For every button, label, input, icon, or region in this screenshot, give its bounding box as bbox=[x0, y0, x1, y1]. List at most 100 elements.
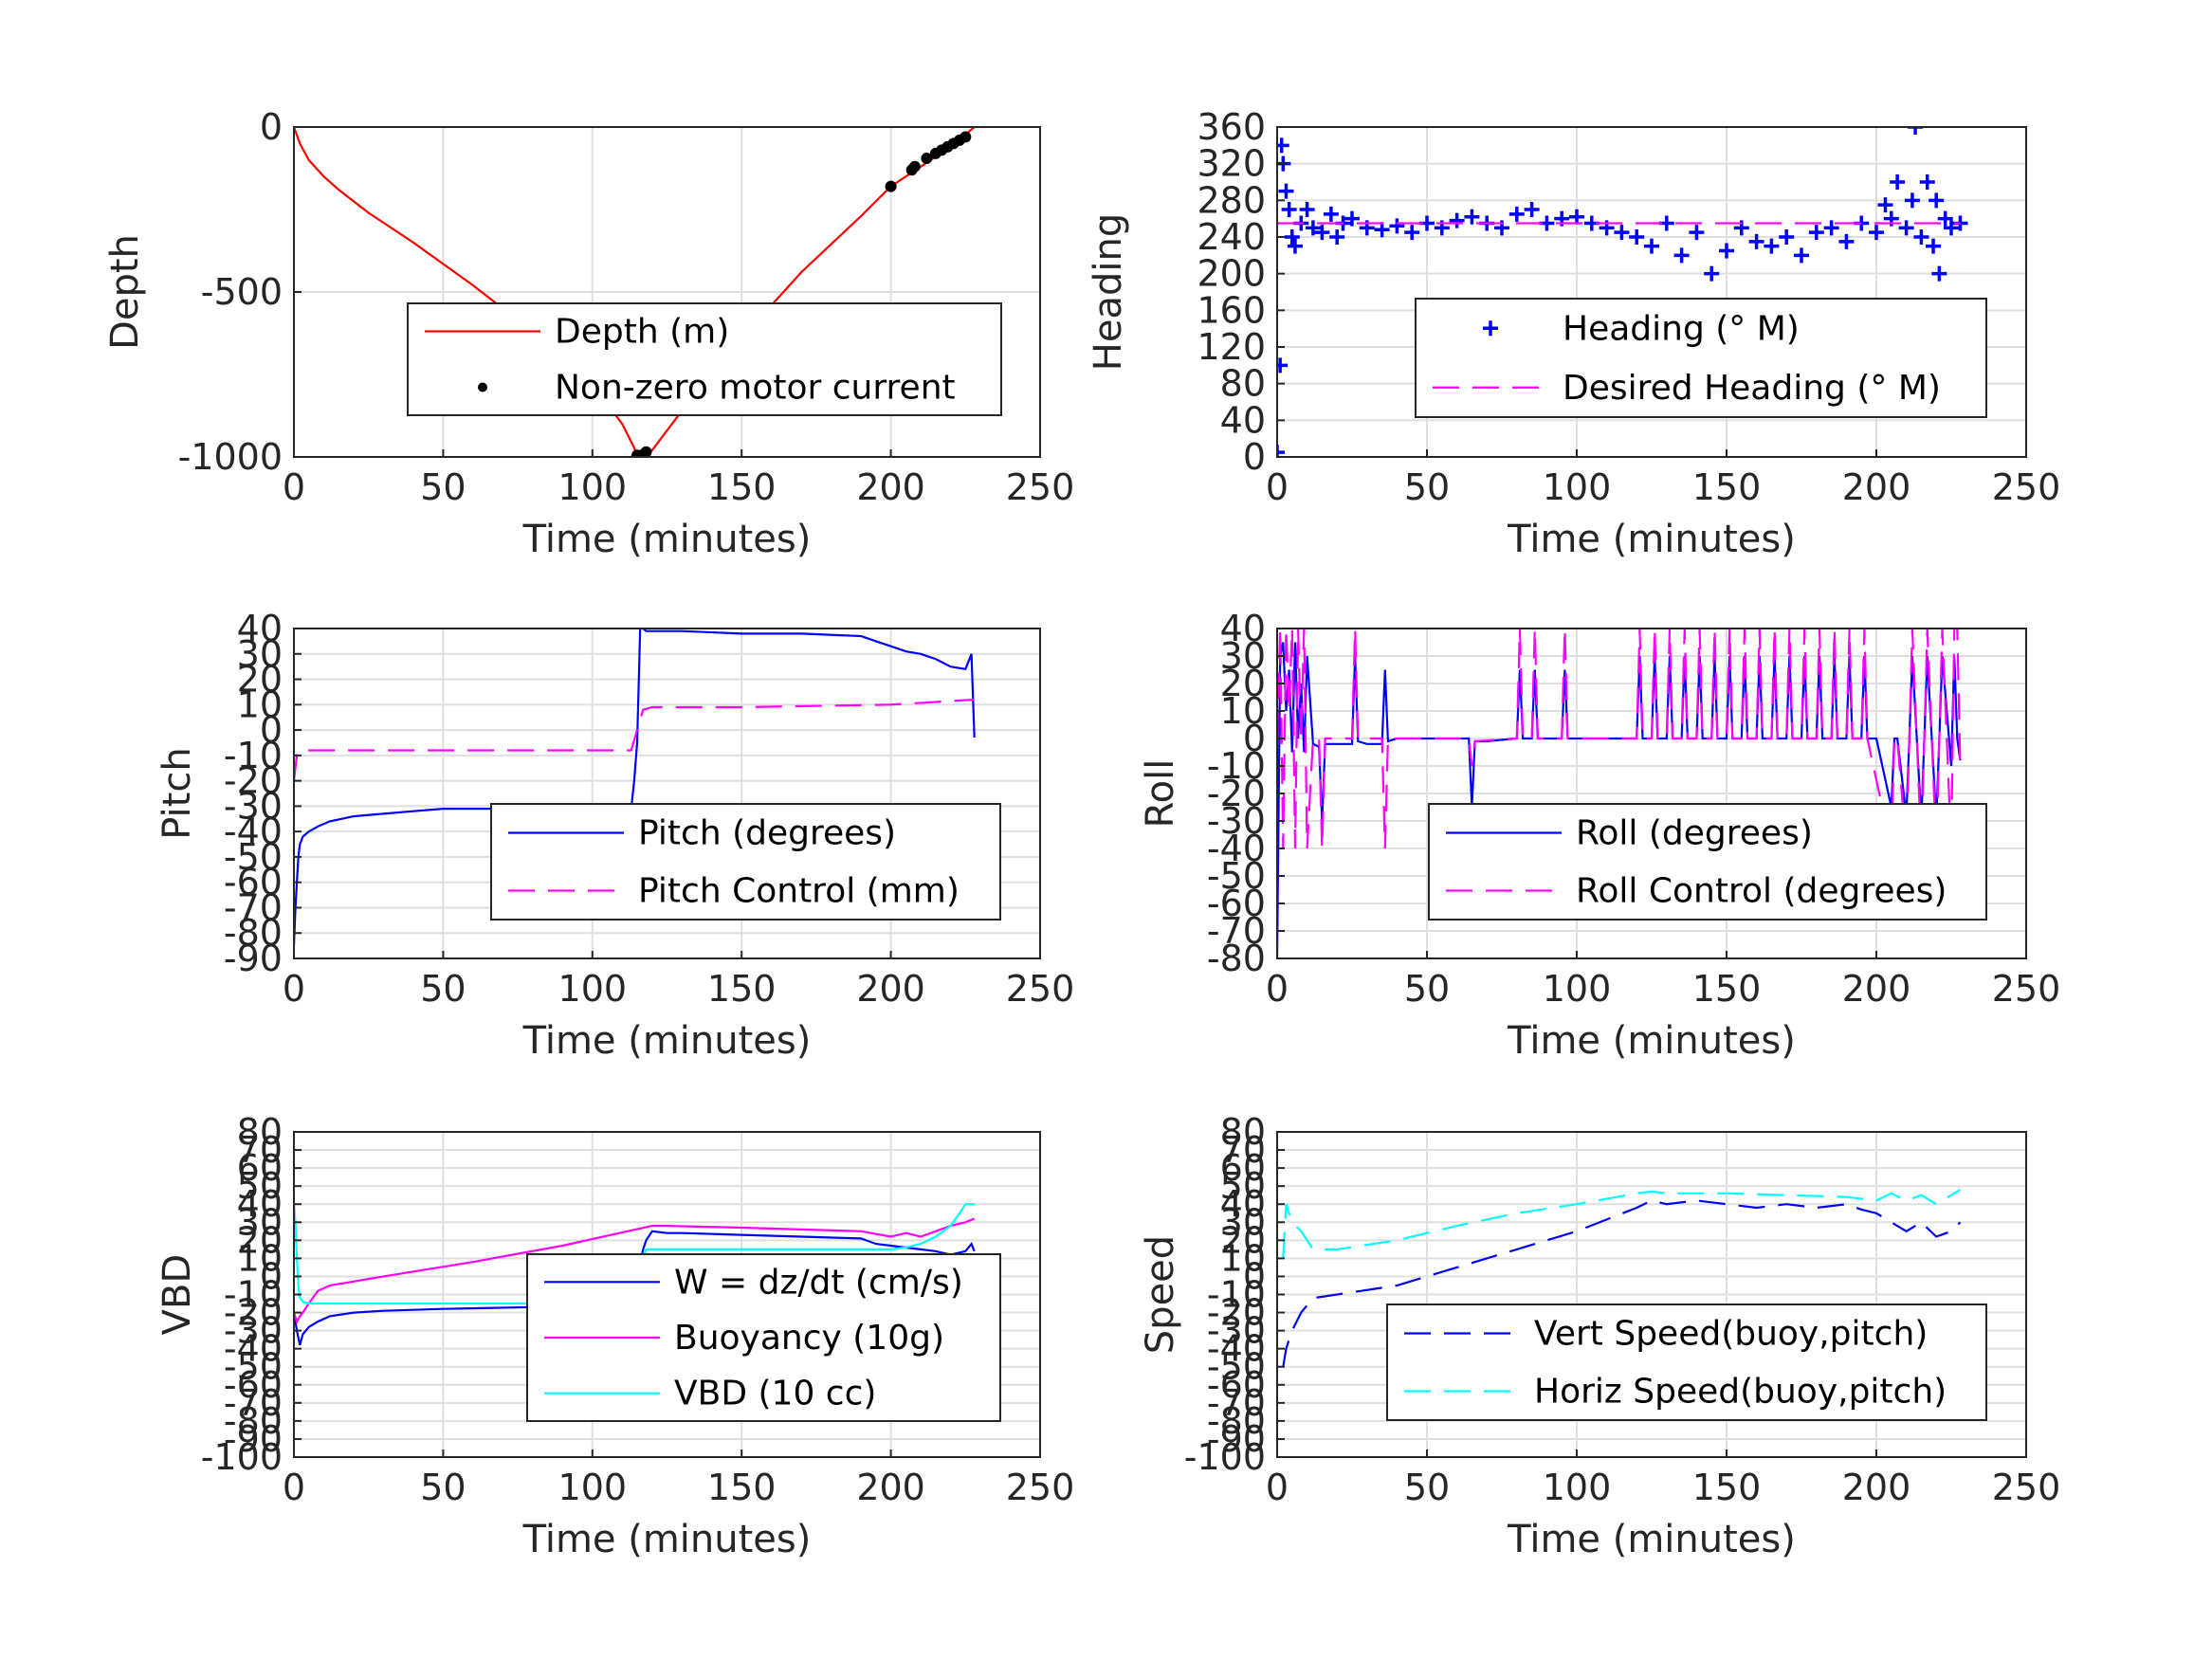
y-tick-label: -10 bbox=[1207, 1274, 1266, 1316]
x-tick-label: 0 bbox=[1266, 466, 1289, 508]
y-tick-label: -70 bbox=[1207, 1382, 1266, 1424]
chart-depth: 0 50 100 150 200 250 0 -500 -1000 Time (minutes) D… bbox=[103, 106, 1074, 561]
legend: W = dz/dt (cm/s) Buoyancy (10g) VBD (10 cc… bbox=[526, 1253, 1001, 1422]
x-tick-label: 0 bbox=[283, 466, 305, 508]
x-axis-label: Time (minutes) bbox=[522, 518, 812, 561]
legend-label: Horiz Speed(buoy,pitch) bbox=[1534, 1373, 1947, 1412]
data-point bbox=[640, 446, 652, 457]
y-tick-label: 10 bbox=[237, 1237, 283, 1279]
x-tick-label: 200 bbox=[856, 968, 925, 1010]
x-tick-label: 250 bbox=[1006, 968, 1075, 1010]
data-point bbox=[1904, 192, 1920, 209]
data-point bbox=[1449, 212, 1465, 228]
y-tick-label: -70 bbox=[224, 1382, 283, 1424]
y-tick-label: -70 bbox=[1207, 910, 1266, 952]
y-axis-label: Depth bbox=[103, 234, 147, 350]
y-tick-label: 40 bbox=[1220, 399, 1266, 441]
y-tick-label: 20 bbox=[1220, 1219, 1266, 1261]
y-tick-label: -100 bbox=[1184, 1436, 1266, 1478]
x-tick-label: 100 bbox=[1543, 968, 1612, 1010]
series-roll-1 bbox=[1277, 629, 1962, 849]
series-heading-0 bbox=[1277, 127, 1968, 457]
y-tick-label: 160 bbox=[1197, 289, 1266, 331]
y-tick-label: 40 bbox=[1220, 1183, 1266, 1225]
series-line bbox=[294, 1217, 976, 1324]
legend: Heading (° M) Desired Heading (° M) bbox=[1415, 298, 1987, 418]
chart-pitch: 0 50 100 150 200 250403020100-10-20-30-40-50-… bbox=[155, 608, 1074, 1063]
y-tick-label: -90 bbox=[1207, 1418, 1266, 1460]
y-tick-label: -20 bbox=[1207, 1292, 1266, 1334]
data-point bbox=[1305, 220, 1321, 236]
legend-box bbox=[407, 302, 1002, 416]
x-tick-label: 250 bbox=[1992, 968, 2061, 1010]
data-point bbox=[1779, 229, 1795, 245]
data-point bbox=[1877, 197, 1893, 213]
y-tick-label: 60 bbox=[1220, 1147, 1266, 1189]
series-depth-1 bbox=[631, 131, 972, 457]
y-tick-label: 20 bbox=[1220, 663, 1266, 704]
axes-box bbox=[1276, 126, 2027, 458]
y-tick-label: 0 bbox=[1243, 436, 1266, 478]
y-tick-label: 0 bbox=[260, 1255, 283, 1297]
y-tick-label: -60 bbox=[1207, 883, 1266, 924]
data-point bbox=[1704, 265, 1720, 282]
data-point bbox=[1374, 222, 1390, 238]
legend-label: Pitch Control (mm) bbox=[638, 872, 960, 911]
y-tick-label: 40 bbox=[237, 1183, 283, 1225]
x-tick-label: 250 bbox=[1006, 1467, 1075, 1508]
data-point bbox=[1794, 247, 1809, 264]
data-point bbox=[1937, 210, 1953, 227]
legend-box bbox=[490, 803, 1001, 921]
x-tick-label: 50 bbox=[1404, 466, 1450, 508]
legend-box bbox=[1428, 803, 1987, 921]
x-tick-label: 100 bbox=[558, 968, 628, 1010]
series-line bbox=[1282, 1189, 1962, 1259]
data-point bbox=[1898, 220, 1914, 236]
data-point bbox=[1748, 233, 1764, 249]
x-tick-label: 250 bbox=[1992, 1467, 2061, 1508]
y-tick-label: 30 bbox=[1220, 1201, 1266, 1243]
x-tick-label: 150 bbox=[1692, 968, 1762, 1010]
y-tick-label: -30 bbox=[224, 1310, 283, 1352]
x-tick-label: 200 bbox=[1842, 1467, 1911, 1508]
y-tick-label: 80 bbox=[1220, 1111, 1266, 1153]
x-tick-label: 50 bbox=[420, 1467, 466, 1508]
y-tick-label: -10 bbox=[1207, 745, 1266, 787]
x-axis-label: Time (minutes) bbox=[522, 1019, 812, 1063]
legend: Roll (degrees) Roll Control (degrees) bbox=[1428, 803, 1987, 921]
data-point bbox=[1689, 225, 1705, 241]
legend-label: Vert Speed(buoy,pitch) bbox=[1534, 1315, 1928, 1354]
x-tick-label: 150 bbox=[1692, 1467, 1762, 1508]
data-point bbox=[1329, 229, 1345, 245]
y-tick-label: -50 bbox=[1207, 855, 1266, 897]
data-point bbox=[1389, 218, 1405, 234]
series-line bbox=[1282, 1199, 1962, 1367]
chart-vbd: 0 50 100 150 200 25080706050403020100-10-20-3… bbox=[155, 1111, 1074, 1561]
series-pitch-1 bbox=[294, 698, 975, 781]
x-tick-label: 50 bbox=[420, 968, 466, 1010]
series-line bbox=[294, 1230, 976, 1346]
legend-label: Buoyancy (10g) bbox=[674, 1319, 944, 1358]
x-tick-label: 100 bbox=[558, 1467, 628, 1508]
data-point bbox=[1508, 206, 1525, 222]
y-tick-label: 70 bbox=[1220, 1129, 1266, 1171]
x-tick-label: 100 bbox=[1543, 1467, 1612, 1508]
data-point bbox=[1931, 265, 1947, 282]
legend: Vert Speed(buoy,pitch) Horiz Speed(buoy,p… bbox=[1386, 1304, 1987, 1421]
data-point bbox=[1808, 225, 1824, 241]
y-tick-label: -60 bbox=[224, 1364, 283, 1406]
chart-heading: 0 50 100 150 200 2500408012016020024028032036… bbox=[1087, 106, 2060, 561]
legend-label: Depth (m) bbox=[555, 313, 729, 352]
legend-label: W = dz/dt (cm/s) bbox=[674, 1263, 963, 1302]
data-point bbox=[1277, 137, 1289, 154]
y-tick-label: 0 bbox=[260, 709, 283, 751]
y-tick-label: -80 bbox=[1207, 938, 1266, 979]
legend: Depth (m) Non-zero motor current bbox=[407, 302, 1002, 416]
chart-speed: 0 50 100 150 200 25080706050403020100-10-20-3… bbox=[1139, 1111, 2060, 1561]
data-point bbox=[1614, 225, 1630, 241]
y-tick-label: 70 bbox=[237, 1129, 283, 1171]
legend-label: VBD (10 cc) bbox=[674, 1375, 876, 1413]
legend-label: Roll Control (degrees) bbox=[1576, 872, 1947, 911]
legend-box bbox=[1386, 1304, 1987, 1421]
